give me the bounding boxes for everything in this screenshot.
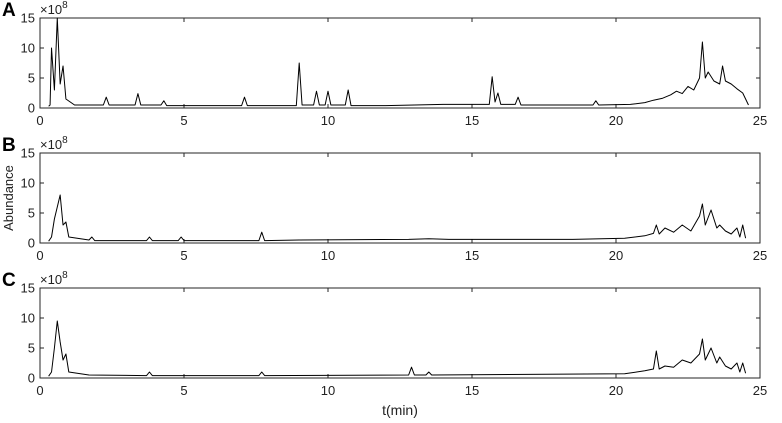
x-tick-label: 25 [753,248,767,263]
y-tick-label: 15 [21,281,35,296]
y-axis-label: Abundance [1,165,16,231]
y-scale-label: ×108 [40,0,68,17]
x-tick-label: 0 [36,248,43,263]
y-tick-label: 10 [21,41,35,56]
y-scale-base: ×10 [40,137,62,152]
y-tick-label: 5 [28,206,35,221]
y-scale-exponent: 8 [62,0,68,11]
y-scale-base: ×10 [40,2,62,17]
x-tick-label: 10 [321,383,335,398]
y-tick-label: 15 [21,146,35,161]
y-scale-exponent: 8 [62,135,68,146]
x-tick-label: 5 [180,383,187,398]
x-tick-label: 15 [465,113,479,128]
x-tick-label: 20 [609,113,623,128]
panel-label: C [2,270,16,291]
x-tick-label: 10 [321,113,335,128]
x-axis-label: t(min) [382,402,418,418]
y-tick-label: 5 [28,341,35,356]
x-tick-label: 5 [180,248,187,263]
y-scale-exponent: 8 [62,270,68,281]
panel-label: A [2,0,16,21]
x-tick-label: 0 [36,113,43,128]
y-tick-label: 0 [28,371,35,386]
y-tick-label: 15 [21,11,35,26]
x-tick-label: 25 [753,113,767,128]
y-tick-label: 0 [28,236,35,251]
plot-frame [39,287,761,379]
x-tick-label: 0 [36,383,43,398]
x-tick-label: 15 [465,248,479,263]
plot-frame [39,17,761,109]
panel-label: B [2,135,16,156]
y-tick-label: 0 [28,101,35,116]
y-scale-label: ×108 [40,135,68,152]
x-tick-label: 15 [465,383,479,398]
y-tick-label: 10 [21,176,35,191]
y-tick-label: 5 [28,71,35,86]
x-tick-label: 25 [753,383,767,398]
plot-frame [39,152,761,244]
y-scale-base: ×10 [40,272,62,287]
chromatogram-line [48,194,747,242]
chromatogram-line [48,17,749,107]
y-tick-label: 10 [21,311,35,326]
x-tick-label: 20 [609,383,623,398]
y-scale-label: ×108 [40,270,68,287]
x-tick-label: 5 [180,113,187,128]
x-tick-label: 20 [609,248,623,263]
x-tick-label: 10 [321,248,335,263]
chromatogram-line [48,320,747,377]
